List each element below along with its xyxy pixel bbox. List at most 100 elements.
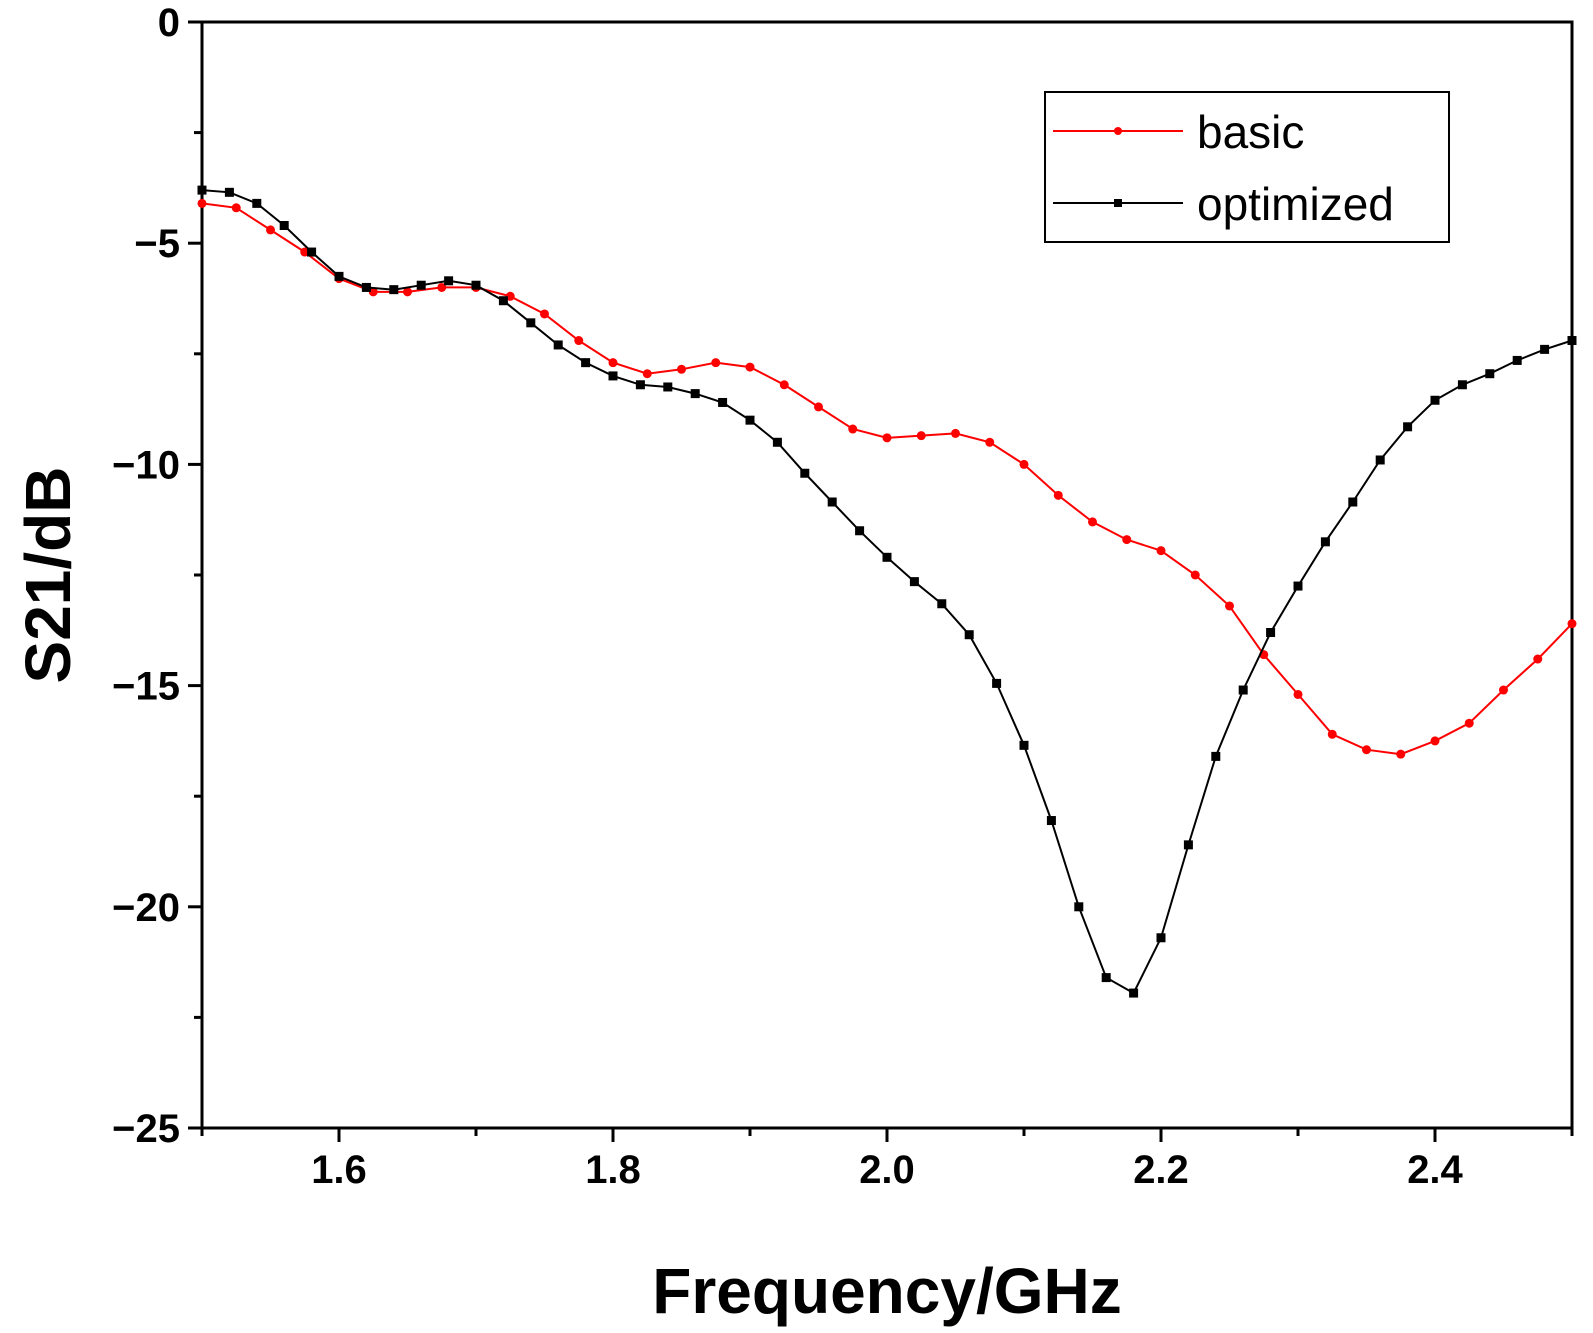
data-point xyxy=(197,185,207,195)
data-point xyxy=(1567,619,1577,629)
data-point xyxy=(1533,654,1543,664)
data-point xyxy=(540,309,549,319)
y-axis: 0 −5 −10 −15 −20 −25 xyxy=(112,1,202,1151)
data-point xyxy=(1156,546,1166,556)
data-point xyxy=(1485,369,1495,379)
data-point xyxy=(1019,740,1029,750)
y-tick-label: −20 xyxy=(112,886,180,930)
data-point xyxy=(1567,336,1577,346)
x-axis: 1.6 1.8 2.0 2.2 2.4 xyxy=(200,1128,1574,1192)
data-point xyxy=(1101,973,1111,983)
data-point xyxy=(608,371,618,381)
data-point xyxy=(1211,751,1221,761)
data-point xyxy=(814,402,823,412)
data-point xyxy=(1403,422,1413,432)
data-point xyxy=(1540,344,1550,354)
data-point xyxy=(642,369,652,379)
data-point xyxy=(1396,749,1406,759)
data-point xyxy=(231,203,241,213)
x-tick-label: 1.6 xyxy=(311,1148,367,1192)
y-tick-label: 0 xyxy=(158,1,180,45)
data-point xyxy=(964,630,974,640)
data-point xyxy=(635,380,645,390)
data-point xyxy=(608,358,618,368)
data-point xyxy=(224,187,234,197)
data-point xyxy=(909,577,919,587)
data-point xyxy=(772,437,782,447)
data-point xyxy=(389,285,399,295)
data-point xyxy=(677,364,686,374)
data-point xyxy=(1122,535,1132,545)
y-tick-label: −25 xyxy=(112,1107,180,1151)
legend-marker-basic xyxy=(1114,127,1122,135)
data-point xyxy=(471,280,481,290)
data-point xyxy=(581,358,591,368)
data-point xyxy=(690,389,700,399)
data-point xyxy=(1183,840,1193,850)
series-layer xyxy=(197,185,1577,998)
data-point xyxy=(1156,933,1166,943)
data-point xyxy=(444,276,454,286)
data-point xyxy=(1046,816,1056,826)
data-point xyxy=(266,225,275,235)
legend-label-basic: basic xyxy=(1197,106,1304,158)
data-point xyxy=(403,287,412,297)
legend-label-optimized: optimized xyxy=(1197,178,1394,230)
data-point xyxy=(745,415,755,425)
legend-box xyxy=(1044,91,1450,243)
data-point xyxy=(1266,628,1276,638)
x-tick-label: 1.8 xyxy=(585,1148,641,1192)
x-tick-label: 2.4 xyxy=(1407,1148,1463,1192)
data-point xyxy=(1327,729,1337,739)
data-point xyxy=(1053,490,1063,500)
data-point xyxy=(553,340,563,350)
series-line-optimized xyxy=(201,189,1573,995)
y-tick-label: −15 xyxy=(112,665,180,709)
data-point xyxy=(1512,355,1522,365)
data-point xyxy=(745,362,755,372)
data-point xyxy=(1430,736,1440,746)
data-point xyxy=(574,336,584,346)
data-point xyxy=(1320,537,1330,547)
data-point xyxy=(951,428,960,438)
data-point xyxy=(526,318,536,328)
data-point xyxy=(848,424,858,434)
data-point xyxy=(1375,455,1385,465)
data-point xyxy=(882,552,892,562)
y-axis-title: S21/dB xyxy=(12,467,84,684)
data-point xyxy=(307,247,317,257)
data-point xyxy=(1238,685,1248,695)
data-point xyxy=(1293,581,1303,591)
legend: basic optimized xyxy=(1044,91,1450,243)
data-point xyxy=(416,280,426,290)
data-point xyxy=(800,468,810,478)
data-point xyxy=(916,431,926,441)
x-axis-title: Frequency/GHz xyxy=(652,1255,1121,1327)
x-tick-label: 2.2 xyxy=(1133,1148,1189,1192)
data-point xyxy=(663,382,673,392)
data-point xyxy=(279,221,289,231)
y-tick-label: −10 xyxy=(112,443,180,487)
data-point xyxy=(1348,497,1358,507)
data-point xyxy=(498,296,508,306)
data-point xyxy=(334,271,344,281)
data-point xyxy=(718,397,728,407)
data-point xyxy=(1129,988,1139,998)
data-point xyxy=(1464,718,1474,728)
data-point xyxy=(827,497,837,507)
data-point xyxy=(937,599,947,609)
data-point xyxy=(882,433,892,443)
data-point xyxy=(1074,902,1084,912)
data-point xyxy=(1019,459,1029,469)
data-point xyxy=(368,287,378,297)
data-point xyxy=(1430,395,1440,405)
data-point xyxy=(361,282,371,292)
data-point xyxy=(1499,685,1508,695)
data-point xyxy=(1293,689,1303,699)
data-point xyxy=(1362,745,1371,755)
data-point xyxy=(1457,380,1467,390)
x-tick-label: 2.0 xyxy=(859,1148,915,1192)
data-point xyxy=(1190,570,1200,580)
data-point xyxy=(252,198,262,208)
data-point xyxy=(505,291,515,301)
